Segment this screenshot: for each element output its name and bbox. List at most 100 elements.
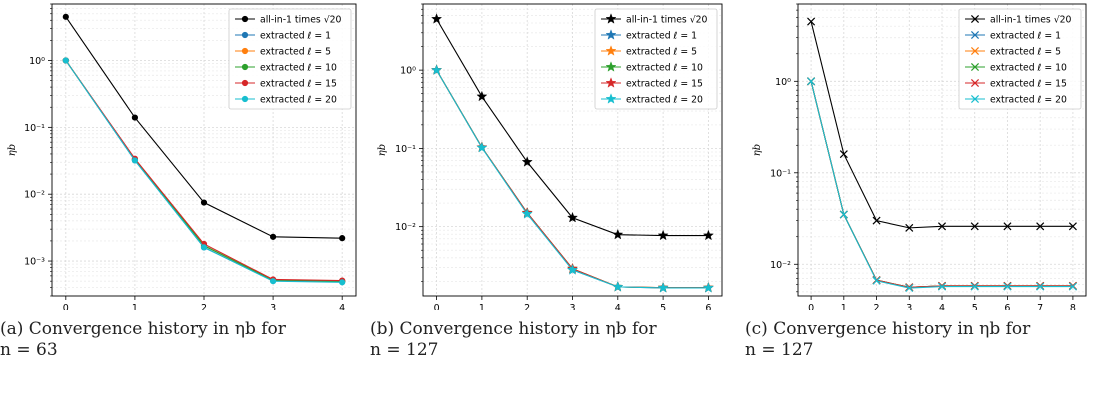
data-point bbox=[521, 156, 533, 167]
legend-marker bbox=[605, 93, 617, 104]
legend-entry: extracted ℓ = 20 bbox=[990, 94, 1067, 105]
x-tick-label: 6 bbox=[705, 303, 711, 310]
x-tick-label: 3 bbox=[569, 303, 575, 310]
legend-entry: extracted ℓ = 10 bbox=[260, 62, 337, 73]
legend-marker bbox=[241, 15, 249, 23]
chart-a: 0123410⁰10⁻¹10⁻²10⁻³iterationηball-in-1 … bbox=[7, 3, 357, 310]
x-tick-label: 0 bbox=[808, 303, 814, 310]
caption-a-text: (a) Convergence history in ηb for bbox=[0, 319, 286, 339]
legend: all-in-1 times √20 extracted ℓ = 1 extract… bbox=[958, 8, 1082, 110]
data-point bbox=[839, 210, 848, 219]
legend-entry: extracted ℓ = 1 bbox=[990, 30, 1061, 41]
legend-marker bbox=[241, 31, 249, 39]
data-point bbox=[339, 279, 346, 286]
legend-marker bbox=[605, 29, 617, 40]
x-tick-label: 3 bbox=[906, 303, 912, 310]
legend-entry: extracted ℓ = 5 bbox=[990, 46, 1061, 57]
data-point bbox=[339, 235, 346, 242]
legend-entry: extracted ℓ = 20 bbox=[260, 94, 337, 105]
legend-entry: extracted ℓ = 1 bbox=[260, 30, 331, 41]
series-l20 bbox=[62, 57, 346, 286]
legend-entry: extracted ℓ = 5 bbox=[260, 46, 331, 57]
y-tick-label: 10⁻¹ bbox=[395, 144, 416, 155]
caption-c: (c) Convergence history in ηb for n = 12… bbox=[745, 319, 1090, 361]
y-axis-label: ηb bbox=[377, 144, 388, 156]
legend-marker bbox=[605, 45, 617, 56]
data-point bbox=[431, 13, 443, 24]
legend-entry: all-in-1 times √20 bbox=[990, 14, 1072, 25]
x-tick-label: 2 bbox=[874, 303, 880, 310]
data-point bbox=[872, 216, 881, 225]
data-point bbox=[62, 57, 69, 64]
x-tick-label: 7 bbox=[1037, 303, 1043, 310]
panel-a: 0123410⁰10⁻¹10⁻²10⁻³iterationηball-in-1 … bbox=[0, 0, 365, 400]
legend: all-in-1 times √20 extracted ℓ = 1 extract… bbox=[228, 8, 352, 110]
caption-b-n: n = 127 bbox=[370, 340, 439, 360]
data-point bbox=[905, 284, 914, 293]
x-tick-label: 6 bbox=[1004, 303, 1010, 310]
series-l20 bbox=[431, 64, 714, 293]
legend-entry: all-in-1 times √20 bbox=[626, 14, 708, 25]
series-all_in_1 bbox=[431, 13, 714, 241]
caption-c-n: n = 127 bbox=[745, 340, 814, 360]
data-point bbox=[269, 278, 277, 285]
y-tick-label: 10⁰ bbox=[400, 66, 416, 77]
legend-marker bbox=[605, 77, 617, 88]
data-point bbox=[970, 222, 979, 231]
legend-entry: all-in-1 times √20 bbox=[260, 14, 342, 25]
data-point bbox=[1036, 282, 1045, 291]
x-tick-label: 4 bbox=[615, 303, 621, 310]
legend-marker bbox=[970, 46, 980, 56]
legend-marker bbox=[970, 78, 980, 88]
y-axis-label: ηb bbox=[7, 144, 18, 156]
data-point bbox=[1068, 282, 1077, 291]
legend-marker bbox=[241, 63, 249, 71]
series-all_in_1 bbox=[807, 17, 1077, 232]
data-point bbox=[872, 276, 881, 285]
series-l20 bbox=[807, 77, 1077, 293]
data-point bbox=[657, 229, 669, 241]
data-point bbox=[807, 17, 816, 26]
data-point bbox=[702, 282, 714, 293]
legend-marker bbox=[970, 14, 980, 24]
data-point bbox=[657, 282, 669, 293]
legend-entry: extracted ℓ = 20 bbox=[626, 94, 703, 105]
data-point bbox=[476, 141, 488, 153]
data-point bbox=[612, 281, 624, 292]
legend-box bbox=[594, 8, 718, 110]
y-tick-label: 10⁰ bbox=[29, 56, 45, 67]
y-tick-label: 10⁻² bbox=[770, 260, 791, 271]
data-point bbox=[200, 244, 208, 251]
panel-c: 01234567810⁰10⁻¹10⁻²iterationηball-in-1 … bbox=[745, 0, 1095, 400]
x-tick-label: 4 bbox=[339, 303, 345, 310]
legend-entry: extracted ℓ = 10 bbox=[990, 62, 1067, 73]
y-tick-label: 10⁻² bbox=[395, 222, 416, 233]
y-tick-label: 10⁻³ bbox=[24, 257, 45, 268]
x-tick-label: 3 bbox=[270, 303, 276, 310]
data-point bbox=[200, 199, 208, 206]
data-point bbox=[937, 222, 947, 231]
legend-entry: extracted ℓ = 15 bbox=[260, 78, 337, 89]
legend-marker bbox=[605, 61, 617, 72]
x-tick-label: 8 bbox=[1070, 303, 1076, 310]
legend-marker bbox=[241, 79, 249, 87]
legend-marker bbox=[241, 95, 249, 103]
y-tick-label: 10⁻² bbox=[24, 190, 45, 201]
y-axis-label: ηb bbox=[752, 144, 763, 156]
series-all_in_1 bbox=[62, 13, 346, 242]
legend-box bbox=[228, 8, 352, 110]
legend-marker bbox=[970, 62, 980, 72]
y-tick-label: 10⁻¹ bbox=[24, 123, 45, 134]
data-point bbox=[431, 64, 443, 75]
data-point bbox=[131, 114, 139, 121]
x-tick-label: 5 bbox=[660, 303, 666, 310]
x-tick-label: 5 bbox=[972, 303, 978, 310]
data-point bbox=[1068, 222, 1077, 231]
caption-a-n: n = 63 bbox=[0, 340, 58, 360]
legend-entry: extracted ℓ = 1 bbox=[626, 30, 697, 41]
x-tick-label: 1 bbox=[132, 303, 138, 310]
legend-marker bbox=[241, 47, 249, 55]
data-point bbox=[62, 13, 69, 20]
